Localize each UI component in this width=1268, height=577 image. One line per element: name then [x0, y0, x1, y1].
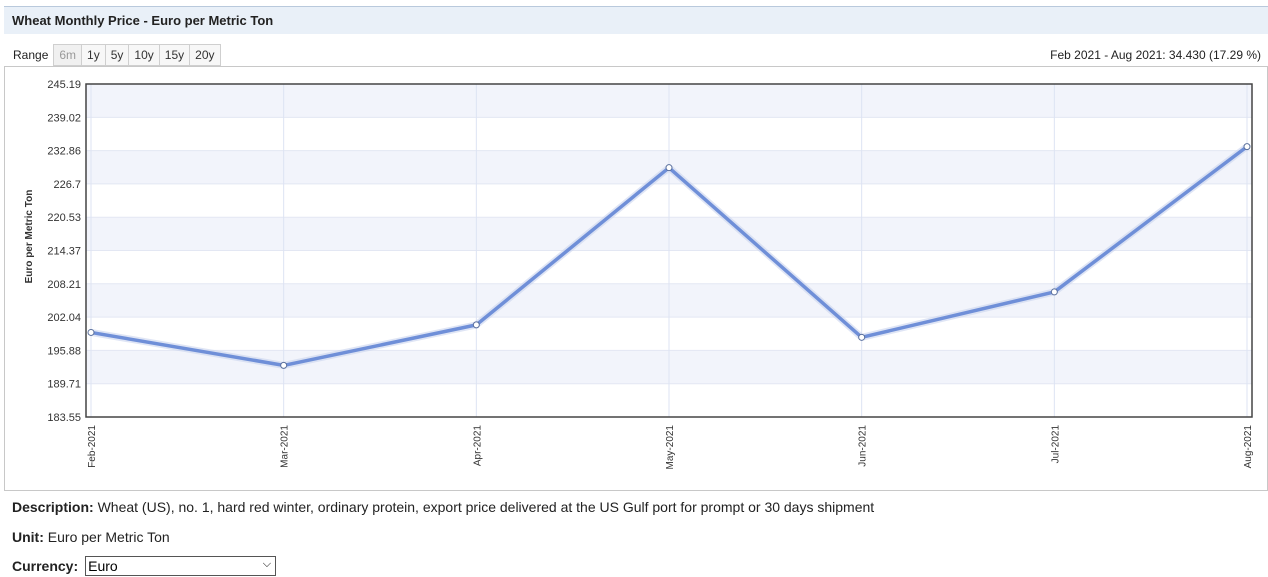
page-title: Wheat Monthly Price - Euro per Metric To… — [12, 13, 274, 28]
chart-frame: 245.19 239.02 232.86 226.7 220.53 214.37 208.2… — [4, 66, 1268, 491]
x-tick-label: May-2021 — [665, 425, 676, 470]
x-tick-label: Feb-2021 — [87, 425, 98, 468]
range-5y-button[interactable]: 5y — [104, 44, 130, 66]
range-20y-button[interactable]: 20y — [189, 44, 221, 66]
unit-label: Unit: — [12, 529, 44, 545]
y-tick-label: 183.55 — [47, 412, 81, 424]
currency-select[interactable]: Euro ⌵ — [85, 556, 277, 576]
currency-row: Currency: Euro ⌵ — [12, 556, 277, 576]
chevron-down-icon: ⌵ — [262, 558, 272, 570]
data-point — [280, 361, 288, 369]
plot-border — [85, 83, 1253, 418]
line-chart: 245.19 239.02 232.86 226.7 220.53 214.37 208.2… — [24, 79, 1254, 470]
x-tick-label: Apr-2021 — [472, 425, 483, 467]
range-selector: Range 6m 1y 5y 10y 15y 20y — [13, 44, 221, 66]
description-label: Description: — [12, 499, 94, 515]
y-tick-label: 239.02 — [47, 112, 81, 124]
chart-title-bar: Wheat Monthly Price - Euro per Metric To… — [4, 6, 1268, 34]
x-tick-label: Jun-2021 — [858, 425, 869, 467]
y-tick-label: 232.86 — [47, 146, 81, 158]
y-tick-label: 189.71 — [47, 379, 81, 391]
description-text: Wheat (US), no. 1, hard red winter, ordi… — [97, 499, 875, 515]
data-point — [1243, 143, 1251, 151]
currency-label: Currency: — [12, 558, 79, 574]
x-tick-label: Jul-2021 — [1050, 425, 1061, 464]
x-tick-label: Mar-2021 — [280, 425, 291, 468]
range-6m-button[interactable]: 6m — [53, 44, 83, 66]
y-tick-label: 245.19 — [47, 79, 81, 91]
unit-info: Unit: Euro per Metric Ton — [12, 529, 170, 545]
y-tick-label: 226.7 — [53, 179, 81, 191]
x-tick-label: Aug-2021 — [1243, 425, 1254, 469]
description: Description: Wheat (US), no. 1, hard red… — [12, 499, 874, 515]
y-tick-label: 202.04 — [47, 312, 81, 324]
data-point — [665, 164, 673, 172]
y-tick-label: 214.37 — [47, 246, 81, 258]
y-tick-label: 208.21 — [47, 279, 81, 291]
y-tick-label: 220.53 — [47, 212, 81, 224]
data-point — [472, 321, 480, 329]
y-tick-label: 195.88 — [47, 345, 81, 357]
data-point — [87, 328, 95, 336]
unit-text: Euro per Metric Ton — [47, 529, 170, 545]
data-point — [1050, 288, 1058, 296]
y-axis-title: Euro per Metric Ton — [24, 190, 35, 284]
currency-selected-value: Euro — [88, 558, 118, 574]
data-point — [858, 333, 866, 341]
price-change-summary: Feb 2021 - Aug 2021: 34.430 (17.29 %) — [1050, 48, 1261, 62]
range-label: Range — [13, 48, 49, 62]
range-15y-button[interactable]: 15y — [158, 44, 191, 66]
range-1y-button[interactable]: 1y — [81, 44, 106, 66]
range-10y-button[interactable]: 10y — [128, 44, 160, 66]
